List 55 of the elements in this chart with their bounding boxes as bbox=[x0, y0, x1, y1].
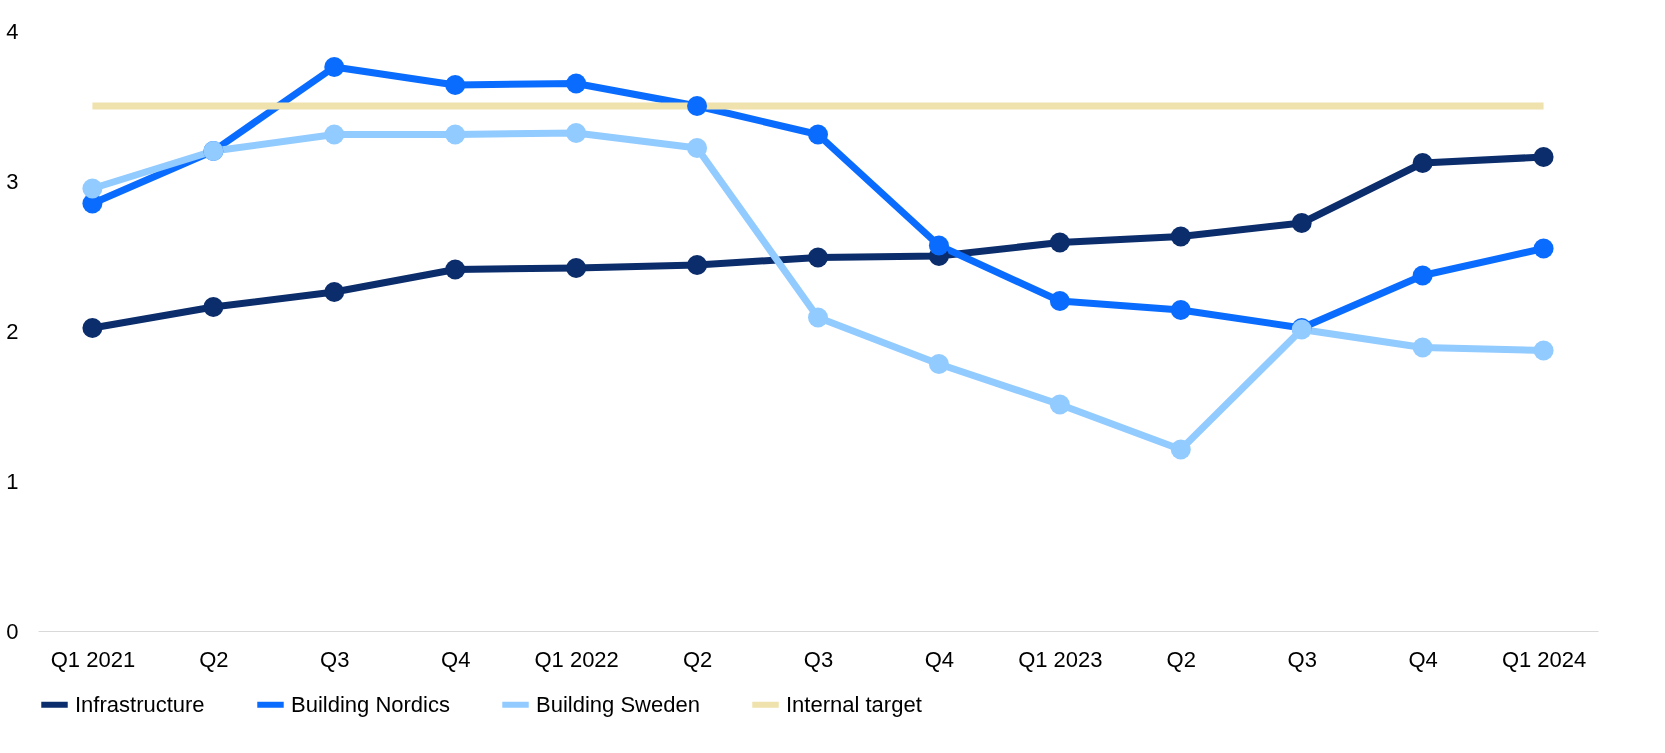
point bbox=[1412, 153, 1433, 173]
point bbox=[1049, 232, 1070, 253]
x-tick-label: Q1 2021 bbox=[50, 646, 136, 672]
point bbox=[808, 124, 828, 145]
point bbox=[566, 73, 587, 94]
point bbox=[1049, 291, 1070, 311]
point bbox=[324, 282, 345, 302]
x-tick-label: Q2 bbox=[1166, 646, 1196, 672]
y-tick-label: 0 bbox=[6, 618, 19, 644]
y-tick-label: 4 bbox=[6, 18, 19, 44]
point bbox=[1170, 226, 1191, 247]
point bbox=[82, 178, 103, 199]
point bbox=[82, 318, 103, 338]
y-tick-label: 3 bbox=[6, 168, 19, 194]
x-tick-label: Q2 bbox=[682, 646, 713, 672]
legend-label: Infrastructure bbox=[75, 691, 205, 717]
x-tick-label: Q1 2022 bbox=[534, 646, 619, 672]
x-tick-label: Q4 bbox=[1408, 646, 1438, 672]
x-tick-label: Q2 bbox=[199, 646, 229, 672]
point bbox=[1170, 439, 1191, 460]
point bbox=[1533, 147, 1554, 167]
point bbox=[1533, 238, 1554, 259]
point bbox=[808, 247, 828, 268]
point bbox=[1291, 213, 1312, 233]
point bbox=[1049, 394, 1070, 415]
point bbox=[566, 258, 587, 278]
legend-label: Building Sweden bbox=[536, 691, 700, 717]
point bbox=[1412, 337, 1433, 358]
point bbox=[808, 307, 828, 328]
point bbox=[445, 124, 466, 145]
point bbox=[687, 138, 708, 158]
y-tick-label: 1 bbox=[6, 468, 19, 494]
legend-label: Building Nordics bbox=[291, 691, 450, 717]
legend-label: Internal target bbox=[786, 691, 922, 717]
point bbox=[1533, 340, 1554, 361]
x-tick-label: Q3 bbox=[1287, 646, 1317, 672]
point bbox=[1412, 265, 1433, 286]
point bbox=[1170, 300, 1191, 320]
y-tick-label: 2 bbox=[6, 318, 19, 344]
point bbox=[928, 235, 949, 256]
point bbox=[324, 124, 345, 145]
point bbox=[203, 297, 224, 317]
x-tick-label: Q3 bbox=[803, 646, 834, 672]
x-tick-label: Q4 bbox=[441, 646, 471, 672]
point bbox=[566, 123, 587, 143]
point bbox=[445, 259, 466, 280]
point bbox=[687, 255, 708, 275]
point bbox=[445, 75, 466, 95]
x-tick-label: Q1 2024 bbox=[1501, 646, 1587, 672]
point bbox=[928, 354, 949, 374]
point bbox=[324, 57, 345, 77]
x-tick-label: Q4 bbox=[924, 646, 955, 672]
x-tick-label: Q1 2023 bbox=[1018, 646, 1103, 672]
point bbox=[687, 96, 708, 116]
x-tick-label: Q3 bbox=[320, 646, 350, 672]
